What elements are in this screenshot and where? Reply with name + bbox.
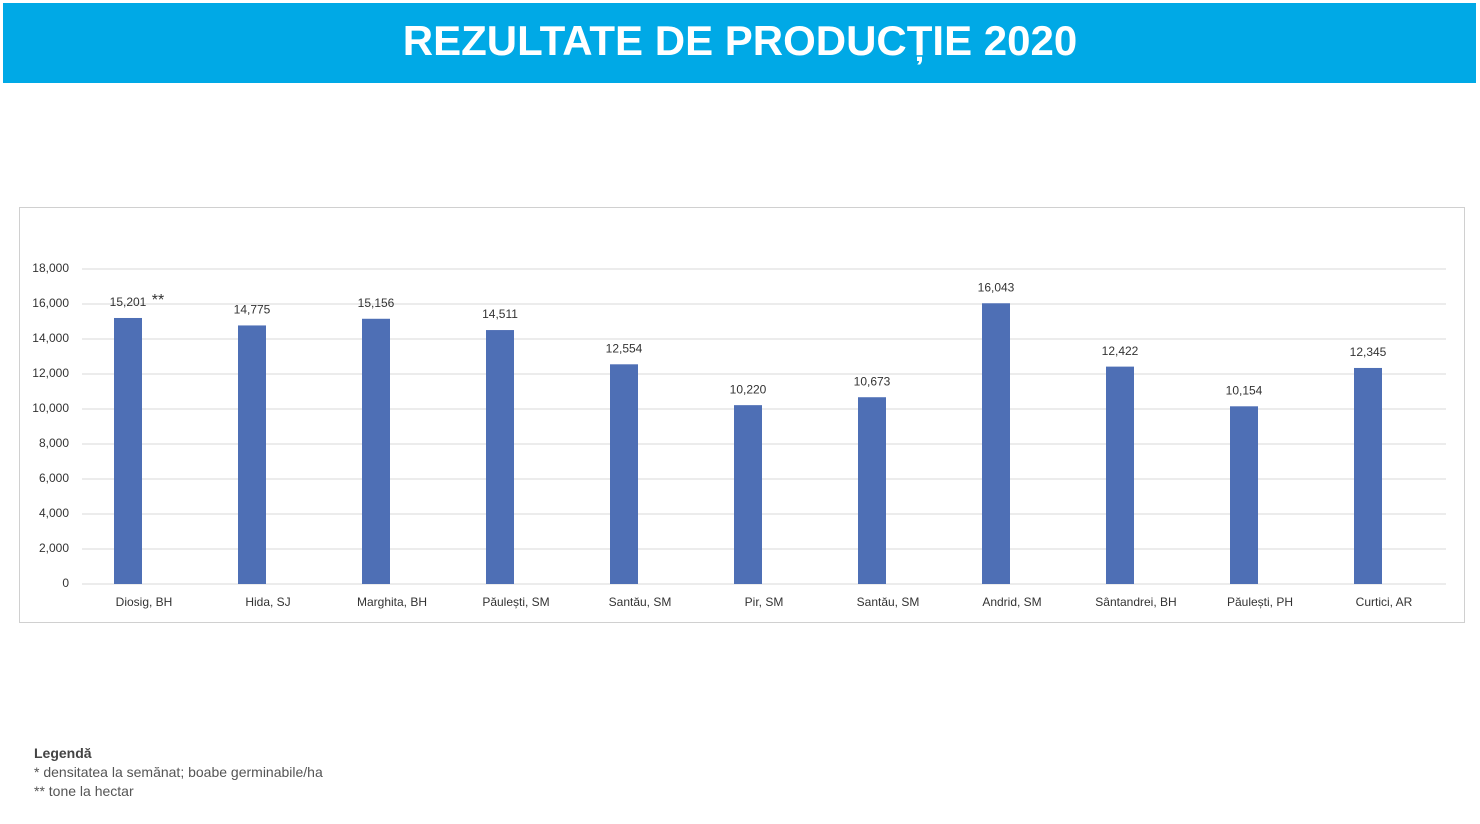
y-tick-label: 8,000 <box>39 436 69 450</box>
x-tick-label: Pir, SM <box>745 595 784 609</box>
y-tick-label: 14,000 <box>32 331 69 345</box>
y-tick-label: 6,000 <box>39 471 69 485</box>
bar <box>1354 367 1382 584</box>
data-label: 10,220 <box>730 382 767 396</box>
x-tick-label: Marghita, BH <box>357 595 427 609</box>
bar <box>982 303 1010 584</box>
x-tick-label: Hida, SJ <box>245 595 290 609</box>
x-tick-label: Păulești, SM <box>482 595 549 609</box>
x-tick-label: Sântandrei, BH <box>1095 595 1176 609</box>
x-tick-label: Santău, SM <box>857 595 920 609</box>
data-label: 10,154 <box>1226 383 1263 397</box>
chart-title: REZULTATE DE PRODUCȚIE 2020 <box>403 17 1077 65</box>
data-label: 12,554 <box>606 341 643 355</box>
annotation: ** <box>152 292 164 309</box>
data-label: 12,422 <box>1102 344 1139 358</box>
legend-item: * densitatea la semănat; boabe germinabi… <box>34 764 323 780</box>
data-label: 10,673 <box>854 374 891 388</box>
x-tick-label: Curtici, AR <box>1356 595 1413 609</box>
bar <box>734 405 762 584</box>
y-tick-label: 10,000 <box>32 401 69 415</box>
header-band <box>3 3 1476 83</box>
y-tick-label: 18,000 <box>32 261 69 275</box>
legend: Legendă * densitatea la semănat; boabe g… <box>34 744 323 801</box>
bar <box>238 325 266 584</box>
legend-item: ** tone la hectar <box>34 783 134 799</box>
legend-title: Legendă <box>34 745 92 761</box>
data-label: 15,156 <box>358 296 395 310</box>
data-label: 15,201 <box>110 295 147 309</box>
y-tick-label: 2,000 <box>39 541 69 555</box>
y-tick-label: 0 <box>62 576 69 590</box>
x-tick-label: Andrid, SM <box>982 595 1041 609</box>
bar <box>1230 406 1258 584</box>
bar <box>610 364 638 584</box>
bar <box>114 317 142 584</box>
data-label: 12,345 <box>1350 345 1387 359</box>
bar <box>858 397 886 584</box>
data-label: 16,043 <box>978 280 1015 294</box>
x-tick-label: Santău, SM <box>609 595 672 609</box>
y-tick-label: 16,000 <box>32 296 69 310</box>
data-label: 14,511 <box>482 307 518 321</box>
y-tick-label: 12,000 <box>32 366 69 380</box>
bar <box>362 318 390 584</box>
x-tick-label: Diosig, BH <box>116 595 173 609</box>
bar <box>1106 366 1134 584</box>
x-tick-label: Păulești, PH <box>1227 595 1293 609</box>
bar <box>486 330 514 584</box>
chart: REZULTATE DE PRODUCȚIE 2020 0 2,000 4,000 6… <box>3 3 1476 623</box>
y-tick-label: 4,000 <box>39 506 69 520</box>
data-label: 14,775 <box>234 303 271 317</box>
